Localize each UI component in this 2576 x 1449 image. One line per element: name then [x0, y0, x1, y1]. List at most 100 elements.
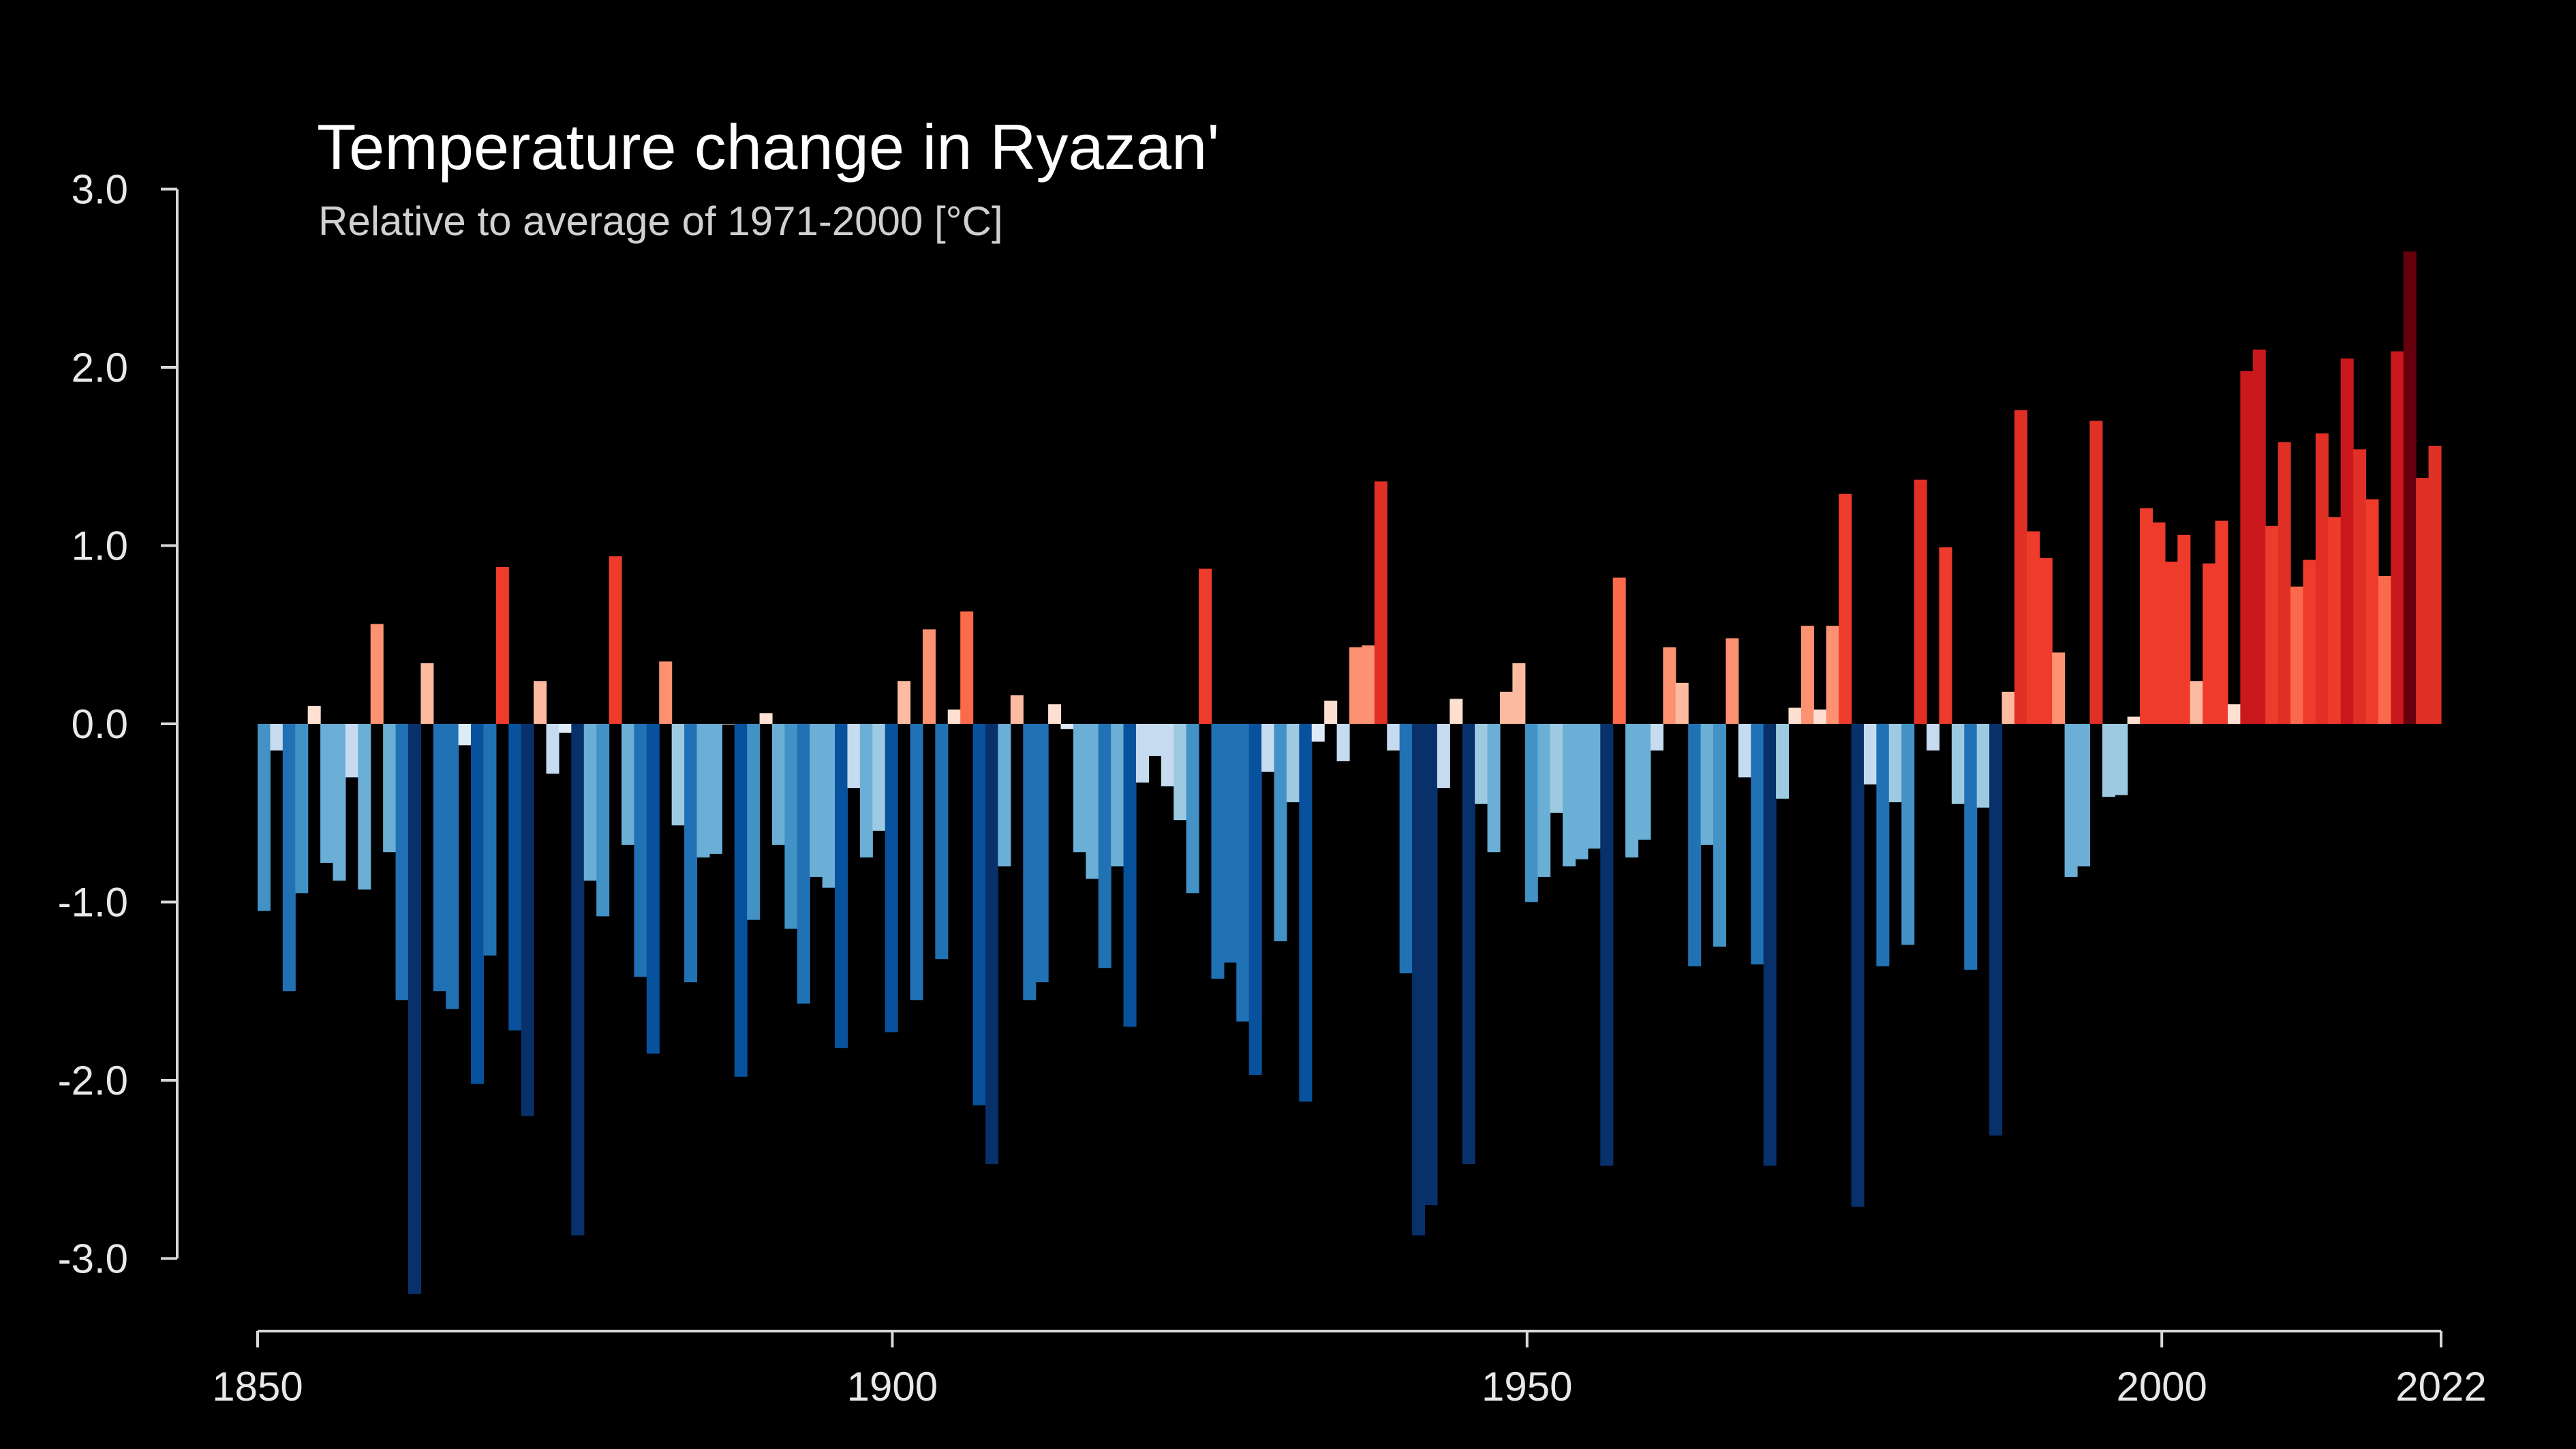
bar-1961 [1650, 724, 1663, 751]
bar-1931 [1274, 724, 1287, 942]
bar-2016 [2340, 358, 2354, 724]
bar-1905 [947, 710, 961, 724]
bar-2010 [2265, 525, 2279, 724]
bar-1976 [1839, 493, 1852, 724]
bar-1938 [1362, 645, 1375, 724]
bar-1950 [1512, 663, 1526, 724]
bar-1866 [458, 724, 472, 746]
bar-1968 [1738, 724, 1751, 778]
bar-1901 [898, 681, 911, 724]
bar-1894 [810, 724, 823, 877]
bar-1977 [1851, 724, 1865, 1207]
x-tick-label: 2000 [2116, 1364, 2207, 1409]
bar-1946 [1462, 724, 1475, 1164]
bar-1893 [797, 724, 810, 1004]
y-tick-label: -2.0 [58, 1058, 128, 1103]
bar-1934 [1311, 724, 1325, 742]
bar-1877 [596, 724, 610, 917]
bar-1863 [420, 663, 434, 724]
bar-1948 [1487, 724, 1501, 853]
bar-1929 [1248, 724, 1262, 1076]
bar-1876 [583, 724, 597, 881]
bar-1914 [1060, 724, 1074, 729]
bar-1990 [2014, 410, 2027, 724]
bar-1895 [822, 724, 835, 888]
bar-2022 [2416, 478, 2429, 724]
bar-2017 [2353, 449, 2367, 724]
bar-1992 [2039, 558, 2053, 724]
y-tick-label: -1.0 [58, 880, 128, 926]
bar-1979 [1876, 724, 1890, 966]
bar-1854 [307, 705, 321, 724]
bar-1899 [872, 724, 886, 831]
x-tick-label: 2022 [2395, 1364, 2486, 1409]
bar-1937 [1349, 647, 1363, 724]
bar-1974 [1813, 710, 1827, 724]
bar-1984 [1939, 547, 1952, 724]
y-tick-label: 0.0 [72, 701, 128, 747]
bar-1890 [759, 713, 773, 724]
bar-2003 [2177, 534, 2191, 724]
bars-group [258, 251, 2442, 1294]
bar-1962 [1663, 647, 1676, 724]
bar-1872 [534, 681, 547, 724]
bar-1918 [1111, 724, 1124, 867]
bar-1861 [395, 724, 409, 1001]
bar-1973 [1800, 626, 1814, 724]
bar-1910 [1010, 695, 1024, 724]
bar-1982 [1914, 479, 1927, 724]
bar-1907 [972, 724, 986, 1105]
bar-1933 [1299, 724, 1313, 1102]
bar-2008 [2240, 371, 2254, 724]
x-tick-label: 1900 [847, 1364, 938, 1409]
bar-1857 [345, 724, 358, 778]
bar-1991 [2027, 531, 2040, 724]
bar-1981 [1901, 724, 1915, 945]
bar-1942 [1412, 724, 1426, 1236]
bar-1896 [835, 724, 848, 1048]
bar-1943 [1424, 724, 1438, 1206]
bar-1980 [1888, 724, 1902, 803]
bar-2018 [2365, 499, 2379, 724]
bar-1971 [1776, 724, 1790, 799]
bar-1903 [922, 629, 936, 724]
bar-1924 [1186, 724, 1199, 894]
bar-2006 [2215, 520, 2228, 724]
bar-1926 [1211, 724, 1225, 979]
y-tick-label: 1.0 [72, 523, 128, 569]
bar-1945 [1450, 699, 1463, 724]
bar-1902 [910, 724, 923, 1001]
bar-1888 [734, 724, 748, 1077]
bar-1923 [1174, 724, 1187, 821]
bar-1911 [1023, 724, 1037, 1001]
bar-1868 [483, 724, 497, 956]
chart-subtitle: Relative to average of 1971-2000 [°C] [318, 198, 1003, 244]
bar-1975 [1826, 626, 1839, 724]
bar-1941 [1399, 724, 1413, 974]
bar-1993 [2052, 652, 2066, 724]
bar-1916 [1086, 724, 1099, 879]
x-tick-label: 1950 [1482, 1364, 1572, 1409]
bar-1882 [659, 661, 673, 724]
bar-1978 [1863, 724, 1877, 784]
bar-1986 [1964, 724, 1978, 970]
bar-1913 [1048, 704, 1062, 724]
y-tick-label: -3.0 [58, 1236, 128, 1282]
bar-1864 [433, 724, 446, 992]
bar-1988 [1989, 724, 2003, 1136]
bar-1960 [1638, 724, 1651, 840]
bar-2002 [2164, 562, 2178, 724]
bar-1963 [1675, 682, 1689, 724]
bar-2014 [2315, 433, 2329, 724]
bar-1955 [1575, 724, 1589, 859]
bar-1944 [1437, 724, 1450, 789]
bar-1953 [1550, 724, 1563, 813]
bar-1859 [370, 624, 384, 724]
bar-1994 [2064, 724, 2078, 877]
bar-1936 [1336, 724, 1350, 761]
bar-1900 [885, 724, 898, 1033]
bar-1873 [546, 724, 559, 774]
bar-1881 [646, 724, 660, 1054]
bar-1927 [1223, 724, 1237, 963]
bar-1965 [1700, 724, 1714, 845]
